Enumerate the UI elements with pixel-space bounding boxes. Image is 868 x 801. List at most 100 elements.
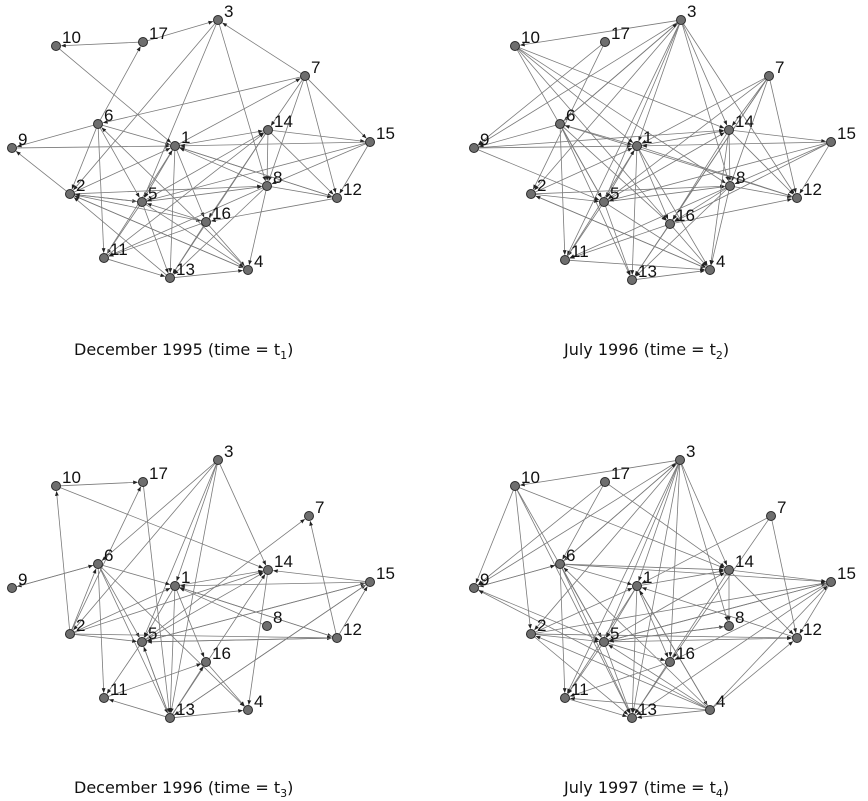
node-marker bbox=[214, 456, 223, 465]
node-marker bbox=[793, 634, 802, 643]
edge-3-to-2 bbox=[535, 463, 677, 629]
node-label: 11 bbox=[571, 680, 589, 699]
edge-15-to-5 bbox=[147, 583, 365, 640]
node-label: 13 bbox=[176, 700, 195, 719]
edge-15-to-13 bbox=[637, 585, 828, 715]
node-3: 3 bbox=[676, 442, 696, 465]
node-marker bbox=[633, 142, 642, 151]
node-marker bbox=[94, 560, 103, 569]
node-marker bbox=[139, 38, 148, 47]
node-15: 15 bbox=[366, 124, 395, 147]
node-16: 16 bbox=[666, 644, 695, 667]
edge-2-to-5 bbox=[74, 634, 136, 641]
node-label: 17 bbox=[149, 24, 168, 43]
edge-15-to-13 bbox=[175, 585, 367, 715]
edge-7-to-3 bbox=[223, 23, 302, 74]
node-12: 12 bbox=[333, 620, 362, 643]
edge-8-to-12 bbox=[271, 187, 331, 197]
edge-8-to-11 bbox=[109, 188, 263, 256]
edge-14-to-15 bbox=[733, 571, 825, 582]
node-label: 15 bbox=[376, 564, 395, 583]
node-marker bbox=[263, 622, 272, 631]
node-4: 4 bbox=[244, 692, 264, 715]
edge-7-to-1 bbox=[642, 78, 765, 143]
edge-3-to-16 bbox=[670, 464, 680, 656]
node-label: 14 bbox=[274, 112, 293, 131]
edge-6-to-9 bbox=[17, 125, 93, 146]
node-marker bbox=[628, 276, 637, 285]
node-marker bbox=[666, 220, 675, 229]
node-12: 12 bbox=[793, 180, 822, 203]
node-5: 5 bbox=[138, 184, 158, 207]
edge-3-to-10 bbox=[520, 461, 675, 485]
edge-11-to-14 bbox=[108, 133, 264, 255]
node-1: 1 bbox=[633, 128, 653, 151]
node-label: 4 bbox=[254, 692, 263, 711]
node-label: 9 bbox=[18, 570, 27, 589]
node-marker bbox=[527, 630, 536, 639]
node-marker bbox=[666, 658, 675, 667]
node-label: 6 bbox=[104, 106, 113, 125]
node-label: 9 bbox=[18, 130, 27, 149]
node-label: 15 bbox=[837, 124, 856, 143]
edge-7-to-15 bbox=[308, 79, 366, 138]
node-17: 17 bbox=[139, 464, 168, 487]
node-label: 12 bbox=[343, 620, 362, 639]
node-marker bbox=[725, 566, 734, 575]
node-marker bbox=[511, 482, 520, 491]
edge-8-to-12 bbox=[734, 187, 791, 197]
edge-3-to-1 bbox=[177, 464, 217, 581]
edge-2-to-16 bbox=[74, 195, 200, 221]
node-label: 6 bbox=[566, 106, 575, 125]
edge-14-to-15 bbox=[272, 131, 364, 142]
edge-6-to-11 bbox=[560, 568, 565, 692]
node-label: 2 bbox=[537, 616, 546, 635]
node-label: 7 bbox=[777, 498, 786, 517]
node-label: 5 bbox=[610, 624, 619, 643]
node-16: 16 bbox=[202, 204, 231, 227]
node-12: 12 bbox=[793, 620, 822, 643]
node-10: 10 bbox=[52, 468, 81, 491]
edge-11-to-13 bbox=[108, 259, 164, 276]
node-label: 4 bbox=[254, 252, 263, 271]
edge-14-to-8 bbox=[729, 134, 730, 180]
node-marker bbox=[8, 144, 17, 153]
edge-17-to-14 bbox=[609, 485, 725, 567]
edge-6-to-5 bbox=[100, 568, 139, 637]
node-3: 3 bbox=[214, 442, 234, 465]
edge-3-to-11 bbox=[567, 464, 678, 693]
node-label: 17 bbox=[611, 464, 630, 483]
node-label: 16 bbox=[676, 644, 695, 663]
node-label: 11 bbox=[110, 240, 128, 259]
caption-close: ) bbox=[287, 778, 293, 797]
node-label: 15 bbox=[376, 124, 395, 143]
node-label: 8 bbox=[273, 168, 282, 187]
node-marker bbox=[202, 218, 211, 227]
node-17: 17 bbox=[601, 24, 630, 47]
node-9: 9 bbox=[470, 570, 490, 593]
node-label: 2 bbox=[76, 616, 85, 635]
edge-3-to-5 bbox=[144, 464, 216, 637]
caption-close: ) bbox=[287, 340, 293, 359]
node-8: 8 bbox=[263, 608, 283, 631]
edge-13-to-11 bbox=[109, 700, 165, 717]
node-marker bbox=[793, 194, 802, 203]
node-label: 12 bbox=[343, 180, 362, 199]
network-panel-t4: 1234567891011121314151617 bbox=[470, 442, 856, 723]
node-label: 16 bbox=[676, 206, 695, 225]
node-label: 10 bbox=[62, 468, 81, 487]
edge-15-to-5 bbox=[609, 583, 826, 640]
node-marker bbox=[52, 482, 61, 491]
node-marker bbox=[244, 266, 253, 275]
edge-15-to-14 bbox=[273, 571, 365, 582]
node-label: 11 bbox=[110, 680, 128, 699]
node-label: 16 bbox=[212, 204, 231, 223]
node-label: 14 bbox=[735, 552, 754, 571]
node-marker bbox=[138, 638, 147, 647]
edge-5-to-12 bbox=[608, 638, 791, 642]
edge-14-to-8 bbox=[267, 134, 268, 180]
node-marker bbox=[706, 266, 715, 275]
edge-10-to-9 bbox=[476, 490, 513, 583]
